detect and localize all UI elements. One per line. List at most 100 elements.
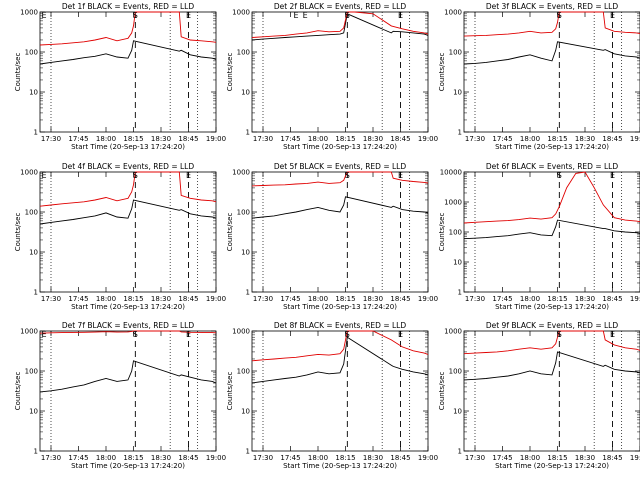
x-tick-label: 18:15	[547, 295, 567, 303]
y-tick-label: 10	[29, 408, 38, 416]
panel-4: Det 4f BLACK = Events, RED = LLD 1 10 100 10…	[14, 162, 226, 311]
plot-frame	[251, 11, 429, 133]
y-tick-label: 100	[25, 49, 38, 57]
x-tick-label: 17:45	[68, 135, 88, 143]
x-tick-label: 19:00	[206, 135, 226, 143]
flag-marker: E	[41, 330, 46, 339]
panel-title: Det 8f BLACK = Events, RED = LLD	[274, 321, 407, 330]
x-tick-label: 19:00	[418, 454, 438, 462]
flag-marker: S	[133, 330, 138, 339]
y-axis-title: Counts/sec	[226, 53, 234, 92]
series-lld	[251, 11, 429, 38]
series-lld	[39, 330, 217, 334]
panel-title: Det 1f BLACK = Events, RED = LLD	[62, 2, 195, 11]
y-tick-label: 10	[453, 408, 462, 416]
flag-marker: E	[186, 171, 191, 180]
y-tick-label: 1	[34, 448, 38, 456]
y-tick-label: 10	[453, 259, 462, 267]
x-tick-label: 18:15	[547, 454, 567, 462]
flag-marker: S	[557, 11, 562, 20]
x-tick-label: 18:15	[547, 135, 567, 143]
series-events	[463, 351, 640, 381]
x-tick-label: 18:15	[123, 295, 143, 303]
x-tick-label: 19:00	[630, 454, 640, 462]
flag-marker: S	[345, 11, 350, 20]
x-tick-label: 18:15	[335, 135, 355, 143]
x-axis-title: Start Time (20-Sep-13 17:24:20)	[71, 462, 185, 470]
plot-frame	[39, 330, 217, 452]
y-tick-label: 10	[241, 89, 250, 97]
x-tick-label: 18:45	[390, 295, 410, 303]
y-tick-label: 1000	[20, 169, 38, 177]
x-tick-label: 18:45	[602, 135, 622, 143]
x-tick-label: 18:00	[96, 295, 116, 303]
y-tick-label: 1000	[232, 9, 250, 17]
x-tick-label: 17:30	[41, 295, 61, 303]
series-events	[39, 360, 217, 393]
plot-frame	[463, 11, 640, 133]
series-events	[251, 336, 429, 384]
flag-marker: E	[610, 11, 615, 20]
y-axis-title: Counts/sec	[14, 213, 22, 252]
flag-marker: E	[398, 171, 403, 180]
y-tick-label: 1	[458, 289, 462, 297]
panel-3: Det 3f BLACK = Events, RED = LLD 1 10 100 10…	[438, 2, 640, 151]
flag-marker: S	[557, 330, 562, 339]
flag-marker: E	[610, 330, 615, 339]
x-tick-label: 18:30	[151, 454, 171, 462]
y-tick-label: 1000	[444, 328, 462, 336]
x-tick-label: 18:15	[123, 135, 143, 143]
y-tick-label: 1	[246, 129, 250, 137]
x-tick-label: 18:00	[308, 135, 328, 143]
series-events	[251, 196, 429, 219]
y-tick-label: 10	[29, 249, 38, 257]
x-tick-label: 18:15	[335, 454, 355, 462]
x-tick-label: 18:00	[96, 135, 116, 143]
flag-marker: E	[186, 11, 191, 20]
series-lld	[463, 171, 640, 224]
x-tick-label: 17:30	[465, 295, 485, 303]
x-axis-title: Start Time (20-Sep-13 17:24:20)	[283, 303, 397, 311]
panel-title: Det 9f BLACK = Events, RED = LLD	[486, 321, 619, 330]
panel-title: Det 4f BLACK = Events, RED = LLD	[62, 162, 195, 171]
series-events	[251, 13, 429, 41]
series-lld	[463, 11, 640, 37]
panel-7: Det 7f BLACK = Events, RED = LLD 1 10 100 10…	[14, 321, 226, 470]
plot-frame	[463, 171, 640, 293]
x-tick-label: 18:30	[575, 454, 595, 462]
x-tick-label: 18:30	[363, 295, 383, 303]
x-tick-label: 17:30	[41, 454, 61, 462]
y-tick-label: 100	[237, 368, 250, 376]
flag-marker: E	[41, 171, 46, 180]
y-tick-label: 1	[34, 289, 38, 297]
flag-marker: E	[303, 11, 308, 20]
panel-6: Det 6f BLACK = Events, RED = LLD 1 10 100 10…	[438, 162, 640, 311]
y-tick-label: 1000	[444, 199, 462, 207]
x-tick-label: 19:00	[630, 135, 640, 143]
panel-title: Det 2f BLACK = Events, RED = LLD	[274, 2, 407, 11]
x-tick-label: 17:45	[280, 454, 300, 462]
y-tick-label: 100	[237, 49, 250, 57]
x-axis-title: Start Time (20-Sep-13 17:24:20)	[495, 462, 609, 470]
y-axis-title: Counts/sec	[14, 53, 22, 92]
x-tick-label: 18:30	[363, 135, 383, 143]
x-tick-label: 18:30	[151, 295, 171, 303]
series-lld	[251, 171, 429, 187]
y-tick-label: 10000	[440, 169, 462, 177]
x-tick-label: 19:00	[630, 295, 640, 303]
series-events	[463, 219, 640, 240]
y-axis-title: Counts/sec	[14, 372, 22, 411]
x-axis-title: Start Time (20-Sep-13 17:24:20)	[495, 143, 609, 151]
x-tick-label: 18:15	[335, 295, 355, 303]
x-tick-label: 17:30	[253, 135, 273, 143]
x-tick-label: 18:30	[363, 454, 383, 462]
panel-8: Det 8f BLACK = Events, RED = LLD 1 10 100 10…	[226, 321, 438, 470]
y-tick-label: 100	[449, 368, 462, 376]
series-lld	[463, 330, 640, 355]
plot-frame	[39, 11, 217, 133]
x-tick-label: 18:00	[520, 295, 540, 303]
x-tick-label: 18:15	[123, 454, 143, 462]
panel-5: Det 5f BLACK = Events, RED = LLD 1 10 100 10…	[226, 162, 438, 311]
x-tick-label: 18:30	[151, 135, 171, 143]
